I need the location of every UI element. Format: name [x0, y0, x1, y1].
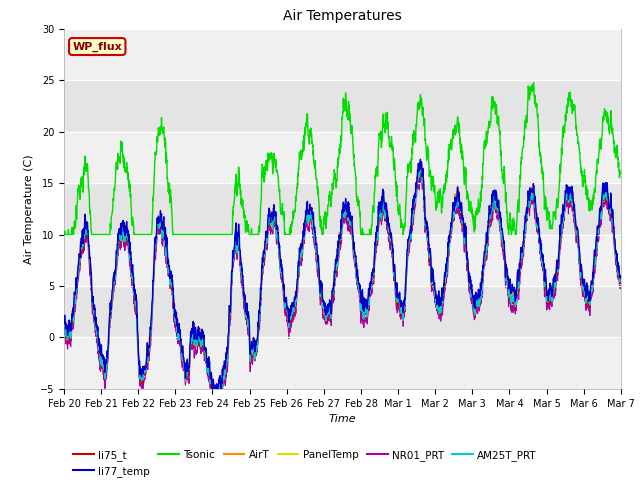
Legend: li75_t, li77_temp, Tsonic, AirT, PanelTemp, NR01_PRT, AM25T_PRT: li75_t, li77_temp, Tsonic, AirT, PanelTe… — [69, 445, 541, 480]
Bar — [64, 235, 621, 286]
Bar — [64, 80, 621, 132]
Y-axis label: Air Temperature (C): Air Temperature (C) — [24, 154, 35, 264]
Bar — [64, 337, 621, 389]
Bar — [64, 29, 621, 80]
Bar — [64, 132, 621, 183]
Bar — [64, 183, 621, 235]
X-axis label: Time: Time — [328, 414, 356, 424]
Bar — [64, 286, 621, 337]
Text: WP_flux: WP_flux — [72, 41, 122, 52]
Title: Air Temperatures: Air Temperatures — [283, 10, 402, 24]
